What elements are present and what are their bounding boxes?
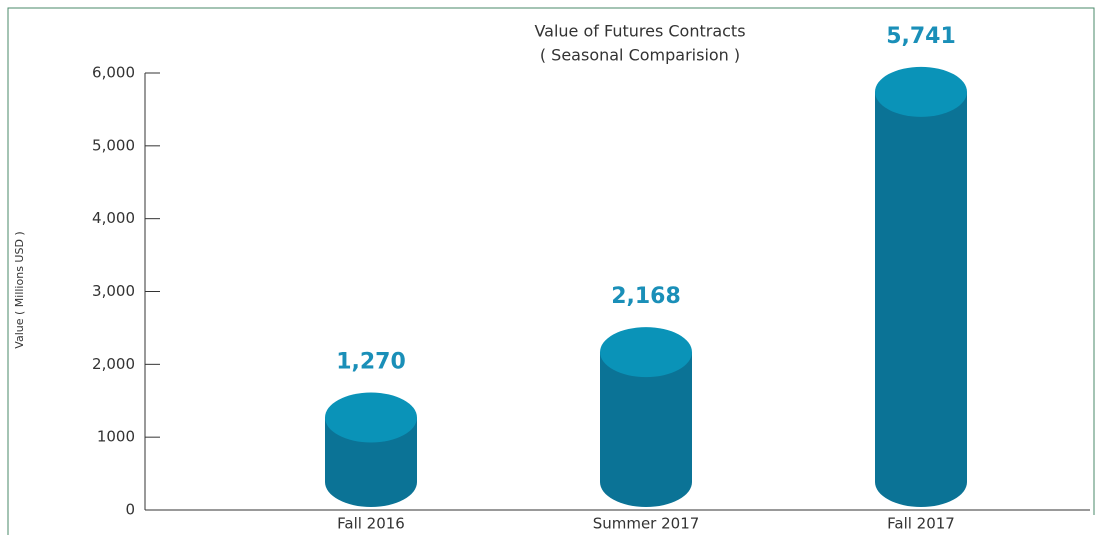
y-tick-label: 4,000 [92, 209, 135, 227]
y-tick-label: 0 [125, 501, 135, 519]
chart-title: Value of Futures Contracts [534, 22, 745, 41]
cylinder-body [325, 417, 417, 507]
chart-subtitle: ( Seasonal Comparision ) [540, 46, 740, 65]
y-tick-label: 5,000 [92, 136, 135, 154]
cylinder-top [325, 392, 417, 443]
cylinder-body [875, 91, 967, 507]
cylinder-top [600, 327, 692, 378]
x-tick-label: Fall 2016 [337, 515, 405, 533]
cylinder-top [875, 66, 967, 117]
y-tick-label: 1000 [97, 428, 135, 446]
x-tick-label: Summer 2017 [593, 515, 700, 533]
y-axis-label: Value ( Millions USD ) [13, 231, 26, 348]
frame [7, 7, 1095, 535]
data-label: 5,741 [886, 24, 956, 49]
cylinder-body [600, 352, 692, 507]
x-tick-label: Fall 2017 [887, 515, 955, 533]
y-tick-label: 3,000 [92, 282, 135, 300]
y-tick-label: 2,000 [92, 355, 135, 373]
data-label: 1,270 [336, 350, 406, 375]
data-label: 2,168 [611, 284, 681, 309]
y-tick-label: 6,000 [92, 64, 135, 82]
